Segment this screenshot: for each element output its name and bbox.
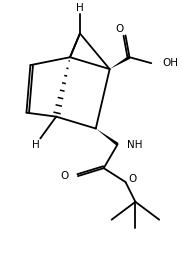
Text: O: O [61,171,69,181]
Polygon shape [110,56,130,69]
Text: NH: NH [127,140,143,150]
Text: H: H [76,3,84,13]
Polygon shape [96,129,118,146]
Text: O: O [115,25,123,34]
Text: H: H [32,140,40,150]
Text: OH: OH [162,58,178,68]
Text: O: O [128,174,136,184]
